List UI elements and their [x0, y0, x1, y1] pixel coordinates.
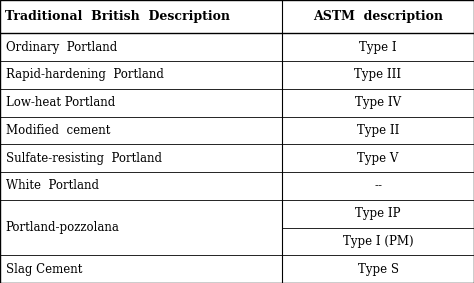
Text: Portland-pozzolana: Portland-pozzolana [6, 221, 119, 234]
Text: Low-heat Portland: Low-heat Portland [6, 96, 115, 109]
Text: Type I (PM): Type I (PM) [343, 235, 413, 248]
Text: White  Portland: White Portland [6, 179, 99, 192]
Text: Sulfate-resisting  Portland: Sulfate-resisting Portland [6, 152, 162, 165]
Text: ASTM  description: ASTM description [313, 10, 443, 23]
Text: Type II: Type II [357, 124, 399, 137]
Text: Rapid-hardening  Portland: Rapid-hardening Portland [6, 68, 164, 82]
Text: Type III: Type III [355, 68, 401, 82]
Text: Type IV: Type IV [355, 96, 401, 109]
Text: Modified  cement: Modified cement [6, 124, 110, 137]
Text: Type IP: Type IP [356, 207, 401, 220]
Text: Type V: Type V [357, 152, 399, 165]
Text: Slag Cement: Slag Cement [6, 263, 82, 276]
Text: --: -- [374, 179, 382, 192]
Text: Ordinary  Portland: Ordinary Portland [6, 41, 117, 54]
Text: Type S: Type S [357, 263, 399, 276]
Text: Type I: Type I [359, 41, 397, 54]
Text: Traditional  British  Description: Traditional British Description [5, 10, 230, 23]
